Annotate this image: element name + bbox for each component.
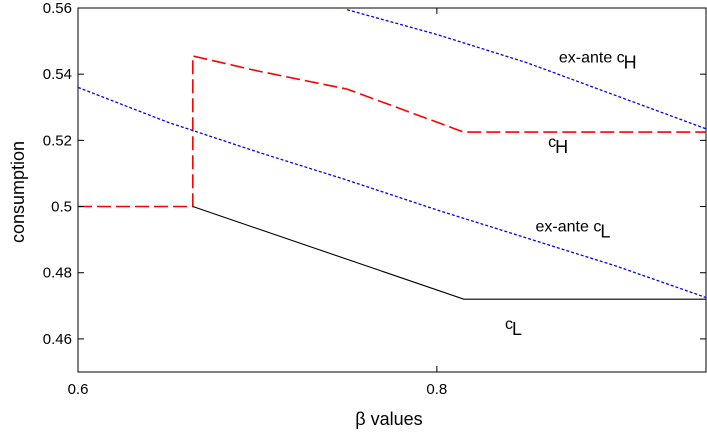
x-axis-label: β values <box>355 409 422 429</box>
y-tick-label: 0.56 <box>43 0 72 17</box>
series-annotation: cL <box>505 316 522 339</box>
y-tick-label: 0.46 <box>43 331 72 348</box>
y-tick-label: 0.48 <box>43 265 72 282</box>
series-line-c-h <box>78 54 706 208</box>
y-tick-label: 0.52 <box>43 132 72 149</box>
series-annotation: cH <box>548 134 568 157</box>
annotation-text: ex-ante c <box>536 218 602 235</box>
annotation-text: c <box>505 316 513 333</box>
series-annotation: ex-ante cH <box>559 50 637 73</box>
series-line-c-l <box>192 205 706 300</box>
x-tick-label: 0.8 <box>426 381 447 398</box>
x-tick-label: 0.6 <box>68 381 89 398</box>
plot-frame <box>77 7 707 373</box>
annotation-subscript: L <box>600 221 610 241</box>
y-axis-label: consumption <box>8 141 28 243</box>
annotation-subscript: H <box>555 137 568 157</box>
series-annotation: ex-ante cL <box>536 218 611 241</box>
series-line-ex-ante-c-l <box>77 86 707 299</box>
series-layer <box>77 9 707 300</box>
annotation-text: c <box>548 134 556 151</box>
y-axis-ticks: 0.46 0.48 0.5 0.52 0.54 0.56 <box>43 0 706 348</box>
annotation-subscript: L <box>512 319 522 339</box>
y-tick-label: 0.54 <box>43 66 72 83</box>
annotation-subscript: H <box>624 53 637 73</box>
x-axis-ticks: 0.6 0.8 <box>68 8 447 398</box>
series-line-ex-ante-c-h <box>346 9 707 130</box>
annotation-text: ex-ante c <box>559 50 625 67</box>
plot-area <box>77 7 707 373</box>
y-tick-label: 0.5 <box>51 199 72 216</box>
